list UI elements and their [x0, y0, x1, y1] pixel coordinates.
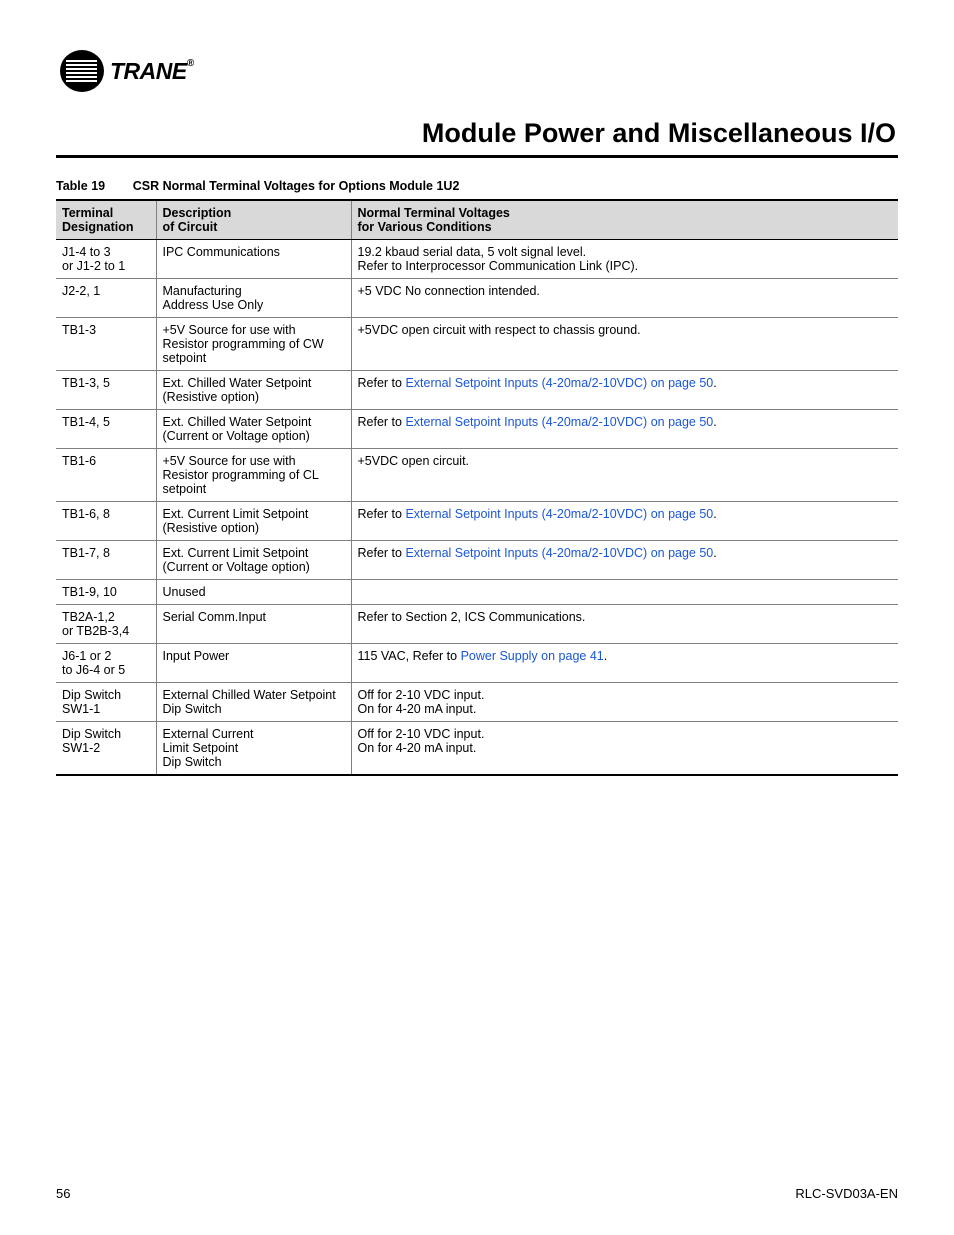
cell-terminal: TB1-3, 5 [56, 371, 156, 410]
page-title: Module Power and Miscellaneous I/O [56, 118, 898, 149]
brand-logo: TRANE® [60, 50, 898, 92]
table-label: Table 19 [56, 179, 105, 193]
page-number: 56 [56, 1186, 70, 1201]
table-row: TB1-9, 10Unused [56, 580, 898, 605]
cell-terminal: TB1-3 [56, 318, 156, 371]
cell-voltage: Refer to External Setpoint Inputs (4-20m… [351, 502, 898, 541]
cell-voltage: Off for 2-10 VDC input.On for 4-20 mA in… [351, 683, 898, 722]
cross-ref-link[interactable]: External Setpoint Inputs (4-20ma/2-10VDC… [405, 507, 713, 521]
col-header-description: Descriptionof Circuit [156, 200, 351, 240]
cell-terminal: J2-2, 1 [56, 279, 156, 318]
cell-voltage: Off for 2-10 VDC input.On for 4-20 mA in… [351, 722, 898, 776]
cell-voltage: Refer to External Setpoint Inputs (4-20m… [351, 541, 898, 580]
cell-description: +5V Source for use with Resistor program… [156, 449, 351, 502]
cell-voltage: 115 VAC, Refer to Power Supply on page 4… [351, 644, 898, 683]
table-body: J1-4 to 3or J1-2 to 1IPC Communications1… [56, 240, 898, 776]
cell-description: Unused [156, 580, 351, 605]
cell-voltage: +5VDC open circuit with respect to chass… [351, 318, 898, 371]
cell-terminal: TB1-6, 8 [56, 502, 156, 541]
cell-description: Ext. Current Limit Setpoint (Current or … [156, 541, 351, 580]
cell-description: Ext. Chilled Water Setpoint (Resistive o… [156, 371, 351, 410]
cell-voltage: Refer to External Setpoint Inputs (4-20m… [351, 371, 898, 410]
cell-description: Serial Comm.Input [156, 605, 351, 644]
cell-description: +5V Source for use with Resistor program… [156, 318, 351, 371]
table-row: TB1-3+5V Source for use with Resistor pr… [56, 318, 898, 371]
cell-voltage [351, 580, 898, 605]
cell-description: External Chilled Water Setpoint Dip Swit… [156, 683, 351, 722]
table-row: Dip Switch SW1-2External CurrentLimit Se… [56, 722, 898, 776]
col-header-voltages: Normal Terminal Voltagesfor Various Cond… [351, 200, 898, 240]
cell-terminal: TB1-9, 10 [56, 580, 156, 605]
table-row: J2-2, 1ManufacturingAddress Use Only+5 V… [56, 279, 898, 318]
table-row: TB1-4, 5Ext. Chilled Water Setpoint (Cur… [56, 410, 898, 449]
cell-terminal: Dip Switch SW1-1 [56, 683, 156, 722]
cell-description: IPC Communications [156, 240, 351, 279]
cell-terminal: TB1-6 [56, 449, 156, 502]
table-row: TB2A-1,2or TB2B-3,4Serial Comm.InputRefe… [56, 605, 898, 644]
cell-terminal: TB1-7, 8 [56, 541, 156, 580]
table-header-row: TerminalDesignation Descriptionof Circui… [56, 200, 898, 240]
table-row: J1-4 to 3or J1-2 to 1IPC Communications1… [56, 240, 898, 279]
table-caption: Table 19 CSR Normal Terminal Voltages fo… [56, 178, 898, 193]
doc-id: RLC-SVD03A-EN [795, 1186, 898, 1201]
brand-name: TRANE® [110, 58, 194, 85]
voltage-table: TerminalDesignation Descriptionof Circui… [56, 199, 898, 776]
cell-description: ManufacturingAddress Use Only [156, 279, 351, 318]
table-row: Dip Switch SW1-1External Chilled Water S… [56, 683, 898, 722]
cell-terminal: J6-1 or 2to J6-4 or 5 [56, 644, 156, 683]
title-rule [56, 155, 898, 158]
cell-terminal: TB2A-1,2or TB2B-3,4 [56, 605, 156, 644]
cell-description: External CurrentLimit SetpointDip Switch [156, 722, 351, 776]
cell-voltage: 19.2 kbaud serial data, 5 volt signal le… [351, 240, 898, 279]
table-row: J6-1 or 2to J6-4 or 5Input Power115 VAC,… [56, 644, 898, 683]
page-footer: 56 RLC-SVD03A-EN [56, 1186, 898, 1201]
table-title: CSR Normal Terminal Voltages for Options… [133, 179, 460, 193]
col-header-terminal: TerminalDesignation [56, 200, 156, 240]
cross-ref-link[interactable]: External Setpoint Inputs (4-20ma/2-10VDC… [405, 376, 713, 390]
cell-voltage: Refer to External Setpoint Inputs (4-20m… [351, 410, 898, 449]
cross-ref-link[interactable]: External Setpoint Inputs (4-20ma/2-10VDC… [405, 415, 713, 429]
cell-voltage: +5 VDC No connection intended. [351, 279, 898, 318]
cross-ref-link[interactable]: Power Supply on page 41 [461, 649, 604, 663]
cell-terminal: Dip Switch SW1-2 [56, 722, 156, 776]
logo-icon [60, 50, 104, 92]
cell-voltage: Refer to Section 2, ICS Communications. [351, 605, 898, 644]
cell-terminal: J1-4 to 3or J1-2 to 1 [56, 240, 156, 279]
cell-voltage: +5VDC open circuit. [351, 449, 898, 502]
cell-description: Input Power [156, 644, 351, 683]
cell-description: Ext. Chilled Water Setpoint (Current or … [156, 410, 351, 449]
cell-terminal: TB1-4, 5 [56, 410, 156, 449]
table-row: TB1-3, 5Ext. Chilled Water Setpoint (Res… [56, 371, 898, 410]
cell-description: Ext. Current Limit Setpoint (Resistive o… [156, 502, 351, 541]
cross-ref-link[interactable]: External Setpoint Inputs (4-20ma/2-10VDC… [405, 546, 713, 560]
table-row: TB1-7, 8Ext. Current Limit Setpoint (Cur… [56, 541, 898, 580]
table-row: TB1-6+5V Source for use with Resistor pr… [56, 449, 898, 502]
table-row: TB1-6, 8Ext. Current Limit Setpoint (Res… [56, 502, 898, 541]
